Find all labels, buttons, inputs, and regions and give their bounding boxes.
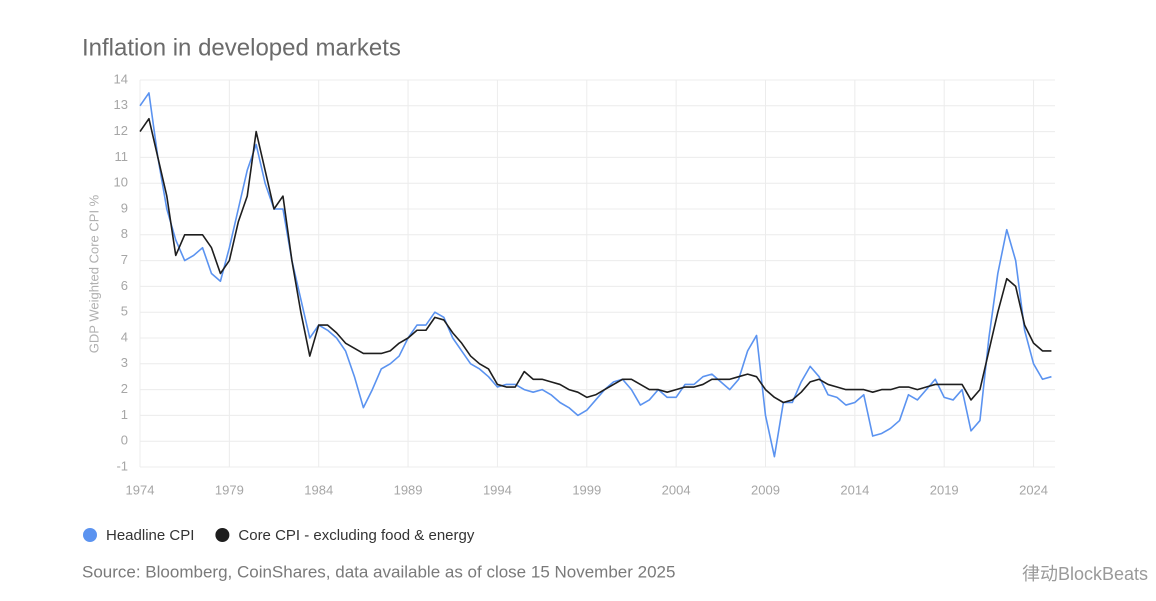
y-tick-label: 11 (115, 149, 129, 164)
x-tick-label: 2014 (840, 482, 869, 497)
y-tick-label: 10 (114, 175, 128, 190)
y-tick-label: -1 (116, 458, 128, 473)
x-tick-label: 1989 (394, 482, 423, 497)
y-tick-label: 6 (121, 278, 128, 293)
y-tick-label: 13 (114, 97, 128, 112)
y-tick-label: 2 (121, 381, 128, 396)
watermark: 律动BlockBeats (1022, 564, 1148, 584)
y-axis-label: GDP Weighted Core CPI % (86, 194, 101, 353)
legend-label: Core CPI - excluding food & energy (238, 527, 474, 544)
x-tick-label: 1979 (215, 482, 244, 497)
x-tick-label: 2004 (662, 482, 691, 497)
legend-label: Headline CPI (106, 527, 194, 544)
x-tick-label: 2019 (930, 482, 959, 497)
series-line (139, 92, 1052, 458)
y-tick-label: 7 (121, 252, 128, 267)
legend-marker (83, 528, 97, 542)
y-tick-label: 14 (114, 71, 128, 86)
y-tick-label: 8 (121, 226, 128, 241)
x-tick-label: 1994 (483, 482, 512, 497)
series-line (139, 117, 1052, 404)
y-tick-label: 5 (121, 304, 128, 319)
legend-marker (215, 528, 230, 542)
x-tick-label: 1984 (304, 482, 333, 497)
y-tick-label: 3 (121, 355, 128, 370)
x-tick-label: 1974 (126, 482, 155, 497)
x-tick-label: 2024 (1019, 482, 1048, 497)
y-tick-label: 1 (121, 407, 128, 422)
y-tick-label: 9 (121, 200, 128, 215)
y-tick-label: 4 (121, 329, 128, 344)
x-tick-label: 2009 (751, 482, 780, 497)
x-tick-label: 1999 (572, 482, 601, 497)
lines (139, 92, 1052, 458)
y-tick-label: 12 (114, 123, 128, 138)
chart-title: Inflation in developed markets (82, 34, 401, 61)
y-tick-label: 0 (121, 433, 128, 448)
source-note: Source: Bloomberg, CoinShares, data avai… (82, 562, 675, 581)
legend: Headline CPI Core CPI - excluding food & … (83, 527, 475, 544)
